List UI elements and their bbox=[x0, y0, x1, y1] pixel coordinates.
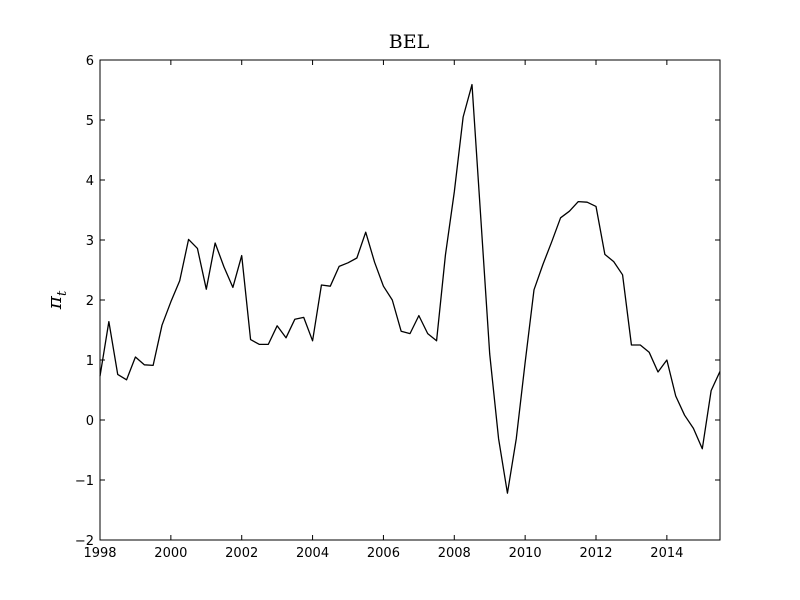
x-tick-label: 2012 bbox=[579, 546, 612, 561]
x-tick-label: 2010 bbox=[509, 546, 542, 561]
axis-tick-labels: 1998 2000 2002 2004 2006 2008 2010 2012 2014−2−1… bbox=[75, 54, 684, 561]
y-tick-label: −2 bbox=[75, 534, 94, 549]
y-axis-label-symbol: π bbox=[42, 295, 66, 310]
x-tick-label: 1998 bbox=[83, 546, 116, 561]
x-tick-label: 2006 bbox=[367, 546, 400, 561]
y-tick-label: 6 bbox=[86, 54, 94, 69]
x-tick-label: 2008 bbox=[438, 546, 471, 561]
y-tick-label: 2 bbox=[86, 294, 94, 309]
y-tick-label: 1 bbox=[86, 354, 94, 369]
x-tick-label: 2000 bbox=[154, 546, 187, 561]
y-tick-label: 3 bbox=[86, 234, 94, 249]
plot-frame bbox=[99, 59, 721, 541]
y-axis-label-subscript: t bbox=[55, 290, 70, 296]
x-tick-label: 2014 bbox=[650, 546, 683, 561]
y-tick-label: 0 bbox=[86, 414, 94, 429]
chart-title: BEL bbox=[389, 31, 430, 53]
y-axis-label: πt bbox=[42, 290, 70, 310]
series-line bbox=[99, 83, 721, 494]
y-tick-label: 4 bbox=[86, 174, 94, 189]
y-tick-label: 5 bbox=[86, 114, 94, 129]
x-tick-label: 2002 bbox=[225, 546, 258, 561]
y-tick-label: −1 bbox=[75, 474, 94, 489]
axis-ticks bbox=[99, 59, 720, 541]
x-tick-label: 2004 bbox=[296, 546, 329, 561]
